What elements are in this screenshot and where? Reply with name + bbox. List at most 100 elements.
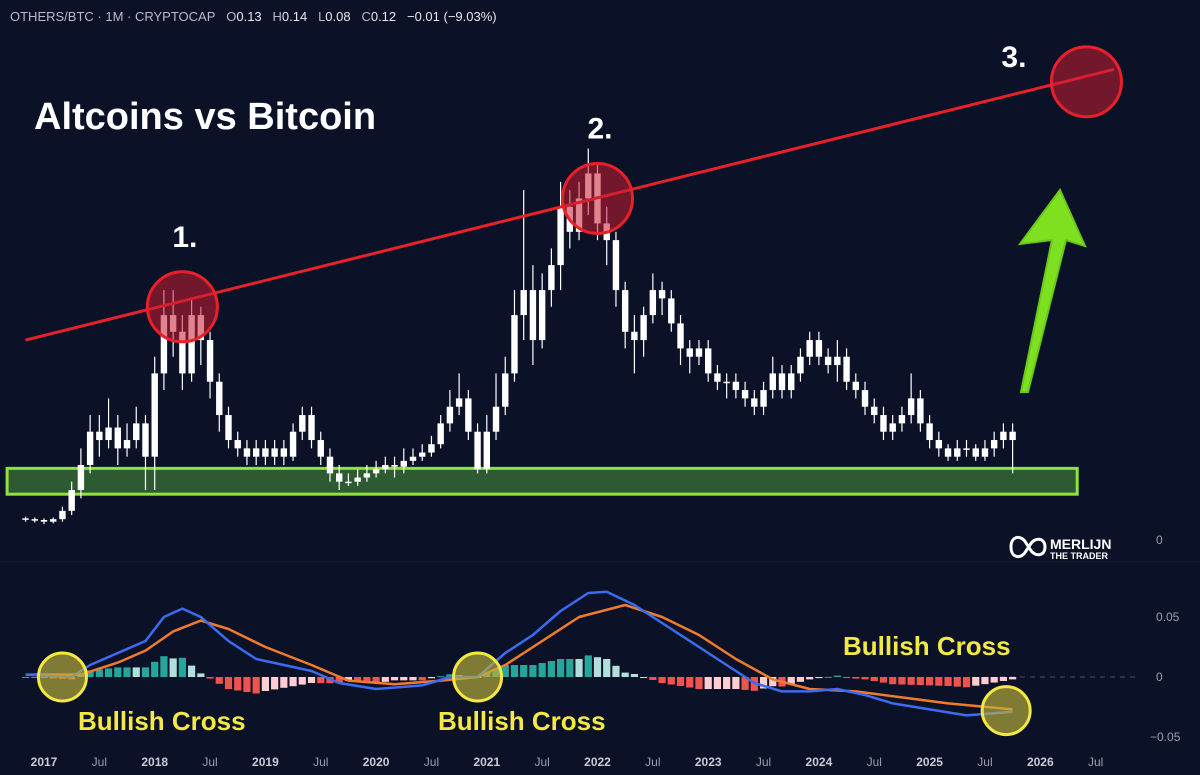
histogram-bar xyxy=(842,677,851,678)
macd-pane: Bullish Cross Bullish Cross Bullish Cross xyxy=(21,590,1140,737)
histogram-bar xyxy=(271,677,279,690)
peak-label: 3. xyxy=(1001,41,1026,74)
candle-body xyxy=(40,520,48,522)
candle-body xyxy=(299,415,306,432)
close-label: C xyxy=(361,9,371,24)
histogram-bar xyxy=(824,676,832,678)
histogram-bar xyxy=(612,665,620,677)
histogram-bar xyxy=(815,677,823,679)
green-arrow-icon xyxy=(1017,188,1087,393)
histogram-bar xyxy=(889,677,897,685)
candle-body xyxy=(400,460,407,467)
histogram-bar xyxy=(879,677,888,683)
histogram-bar xyxy=(372,677,380,684)
x-tick: Jul xyxy=(977,755,992,769)
bullish-cross-label: Bullish Cross xyxy=(843,631,1011,661)
histogram-bar xyxy=(243,677,251,692)
peak-label: 2. xyxy=(588,112,613,145)
histogram-bar xyxy=(566,659,574,677)
histogram-bar xyxy=(926,677,934,686)
y-axis: 0 0.05 0 −0.05 xyxy=(1150,533,1181,744)
histogram-bar xyxy=(141,667,150,677)
histogram-bar xyxy=(695,677,703,689)
candle-body xyxy=(428,444,435,453)
candle-body xyxy=(68,490,75,511)
candle-body xyxy=(1009,431,1016,441)
candle-body xyxy=(289,431,297,457)
candle-body xyxy=(133,423,140,441)
histogram-bar xyxy=(21,677,30,678)
candle-body xyxy=(345,481,352,484)
histogram-bar xyxy=(953,677,961,687)
peak-circle xyxy=(1049,45,1123,119)
candle-body xyxy=(548,265,555,291)
candle-body xyxy=(926,423,933,441)
candle-body xyxy=(640,315,647,341)
histogram-bar xyxy=(833,675,841,677)
candle-body xyxy=(834,356,841,366)
histogram-bar xyxy=(759,677,768,689)
candle-body xyxy=(234,440,241,449)
bullish-cross-circle xyxy=(36,651,88,703)
candle-body xyxy=(123,440,131,449)
histogram-bar xyxy=(621,672,629,677)
merlijn-logo: MERLIJN THE TRADER xyxy=(1009,536,1111,561)
macd-tick: −0.05 xyxy=(1150,730,1181,744)
candle-body xyxy=(843,356,850,382)
candle-body xyxy=(935,440,943,449)
histogram-bar xyxy=(972,677,980,686)
histogram-bar xyxy=(344,677,353,681)
candle-body xyxy=(529,290,537,341)
candle-body xyxy=(465,398,472,432)
histogram-bar xyxy=(686,677,694,688)
candle-body xyxy=(668,298,675,324)
histogram-bar xyxy=(723,677,731,689)
x-tick: Jul xyxy=(424,755,439,769)
histogram-bar xyxy=(547,661,555,677)
low-label: L xyxy=(318,9,326,24)
candle-body xyxy=(308,415,315,441)
x-tick: 2023 xyxy=(695,755,722,769)
candle-body xyxy=(502,373,509,407)
histogram-bar xyxy=(224,677,233,689)
x-tick: 2020 xyxy=(363,755,390,769)
histogram-bar xyxy=(538,663,546,677)
candle-body xyxy=(77,465,85,491)
high-label: H xyxy=(272,9,282,24)
histogram-bar xyxy=(427,677,436,679)
histogram-bar xyxy=(510,665,519,677)
price-tick: 0 xyxy=(1156,533,1163,547)
histogram-bar xyxy=(409,677,417,681)
histogram-bar xyxy=(437,676,445,678)
high-value: 0.14 xyxy=(281,9,308,24)
histogram-bar xyxy=(557,659,565,677)
candle-body xyxy=(714,373,721,382)
histogram-bar xyxy=(520,665,528,677)
candle-body xyxy=(160,315,168,374)
candle-body xyxy=(216,381,223,416)
candle-body xyxy=(363,473,371,478)
x-tick: Jul xyxy=(534,755,549,769)
histogram-bar xyxy=(806,677,814,680)
histogram-bar xyxy=(178,657,186,677)
candle-body xyxy=(59,510,66,520)
candle-body xyxy=(50,519,57,522)
candle-body xyxy=(760,390,767,407)
candle-body xyxy=(520,290,527,316)
histogram-bar xyxy=(307,677,316,683)
candle-body xyxy=(963,448,970,450)
histogram-bar xyxy=(400,677,408,681)
histogram-bar xyxy=(188,665,196,677)
candle-body xyxy=(492,406,500,432)
histogram-bar xyxy=(132,667,140,677)
logo-line2: THE TRADER xyxy=(1050,551,1108,561)
candle-body xyxy=(86,431,94,466)
histogram-bar xyxy=(990,677,998,683)
candle-body xyxy=(917,398,924,424)
candle-body xyxy=(907,398,915,416)
candle-body xyxy=(262,448,269,457)
candle-body xyxy=(815,340,823,357)
candle-body xyxy=(824,356,832,366)
candle-body xyxy=(769,373,776,391)
